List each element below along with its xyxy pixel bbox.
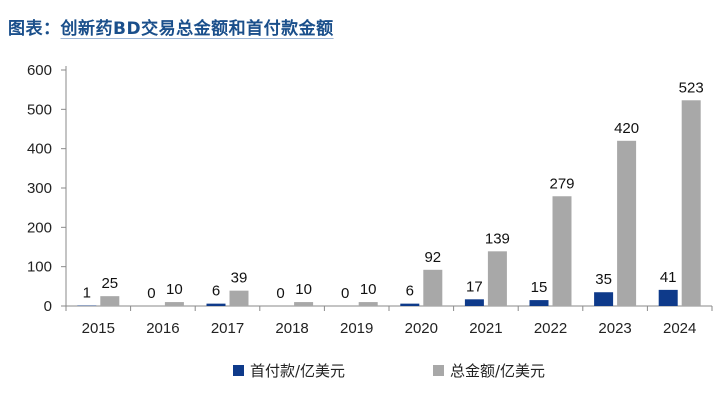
- y-tick-label: 100: [27, 259, 52, 276]
- x-tick-label: 2022: [534, 320, 567, 337]
- legend-swatch: [233, 365, 244, 376]
- data-label-total: 523: [679, 79, 704, 96]
- bar-downpayment: [206, 303, 226, 306]
- y-tick-label: 600: [27, 62, 52, 79]
- data-label-total: 92: [424, 249, 441, 266]
- x-tick-label: 2019: [340, 320, 373, 337]
- x-tick-label: 2018: [275, 320, 308, 337]
- bar-total: [487, 251, 507, 306]
- legend: 首付款/亿美元 总金额/亿美元: [233, 362, 545, 380]
- data-label-total: 279: [549, 175, 574, 192]
- data-label-total: 39: [231, 270, 248, 287]
- bar-downpayment: [400, 303, 420, 306]
- y-tick-label: 400: [27, 141, 52, 158]
- data-label-downpayment: 35: [595, 271, 612, 288]
- bar-downpayment: [594, 292, 614, 306]
- bar-downpayment: [658, 289, 678, 306]
- chart-title-text: 创新药BD交易总金额和首付款金额: [60, 19, 334, 39]
- data-label-downpayment: 17: [466, 278, 483, 295]
- data-label-downpayment: 1: [83, 285, 91, 302]
- data-label-downpayment: 6: [212, 283, 220, 300]
- data-label-total: 420: [614, 120, 639, 137]
- data-label-total: 10: [295, 281, 312, 298]
- x-tick-label: 2023: [598, 320, 631, 337]
- y-tick-label: 500: [27, 101, 52, 118]
- bar-total: [229, 290, 249, 306]
- x-tick-label: 2024: [663, 320, 696, 337]
- bar-total: [100, 296, 120, 306]
- data-label-downpayment: 15: [531, 279, 548, 296]
- x-tick-label: 2016: [146, 320, 179, 337]
- data-label-total: 25: [101, 275, 118, 292]
- bar-total: [358, 302, 378, 306]
- bar-total: [552, 196, 572, 306]
- x-tick-label: 2020: [405, 320, 438, 337]
- data-label-total: 10: [166, 281, 183, 298]
- bar-total: [423, 269, 443, 306]
- legend-swatch: [433, 365, 444, 376]
- data-label-total: 10: [360, 281, 377, 298]
- y-tick-label: 0: [44, 298, 52, 315]
- bar-total: [617, 140, 637, 306]
- data-label-downpayment: 0: [147, 285, 155, 302]
- bar-total: [294, 302, 314, 306]
- data-labels: 1 25 0 10 6 39 0 10 0 10 6 92 17 139 15 279 35 420 41 523: [83, 79, 704, 302]
- y-tick-label: 200: [27, 219, 52, 236]
- data-label-total: 139: [485, 230, 510, 247]
- bars: [77, 100, 701, 307]
- legend-label: 总金额/亿美元: [450, 362, 545, 380]
- chart-title-prefix: 图表：: [8, 19, 61, 39]
- bar-downpayment: [529, 300, 549, 306]
- x-tick-label: 2021: [469, 320, 502, 337]
- data-label-downpayment: 41: [660, 269, 677, 286]
- data-label-downpayment: 0: [341, 285, 349, 302]
- data-label-downpayment: 6: [406, 283, 414, 300]
- chart-title: 图表：创新药BD交易总金额和首付款金额: [8, 14, 334, 39]
- bar-total: [164, 302, 184, 306]
- bar-downpayment: [464, 299, 484, 306]
- x-tick-label: 2017: [211, 320, 244, 337]
- legend-label: 首付款/亿美元: [250, 362, 345, 380]
- x-tick-label: 2015: [82, 320, 115, 337]
- bar-total: [681, 100, 701, 306]
- y-tick-label: 300: [27, 180, 52, 197]
- data-label-downpayment: 0: [276, 285, 284, 302]
